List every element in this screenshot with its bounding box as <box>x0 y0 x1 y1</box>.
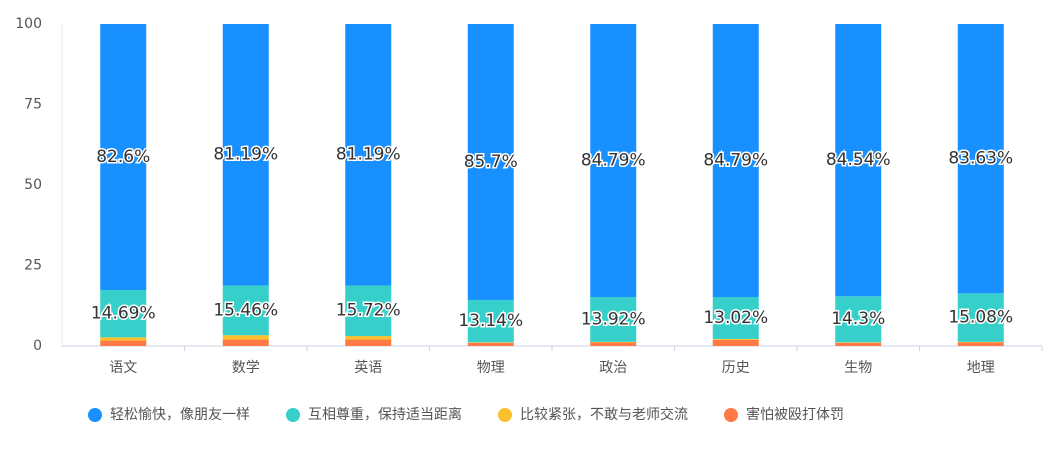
data-label: 14.3% <box>831 309 885 329</box>
legend-label[interactable]: 害怕被殴打体罚 <box>746 406 844 423</box>
x-tick-label: 地理 <box>967 360 995 376</box>
bar-segment <box>467 342 514 343</box>
data-label: 13.02% <box>703 308 768 328</box>
bar-segment <box>222 24 269 286</box>
legend-label[interactable]: 比较紧张，不敢与老师交流 <box>520 406 688 423</box>
legend-marker[interactable] <box>498 408 512 422</box>
legend-marker[interactable] <box>286 408 300 422</box>
bar-segment <box>222 285 269 336</box>
data-label: 13.92% <box>581 309 646 329</box>
x-tick-label: 生物 <box>844 360 872 376</box>
data-label: 81.19% <box>213 145 278 165</box>
x-tick-label: 语文 <box>109 360 137 376</box>
bar-segment <box>467 342 514 346</box>
legend-label[interactable]: 互相尊重，保持适当距离 <box>308 406 462 423</box>
bar-segment <box>100 290 147 338</box>
data-label: 85.7% <box>464 152 518 172</box>
bar-segment <box>467 24 514 300</box>
data-label: 14.69% <box>91 304 156 324</box>
bar-segment <box>100 337 147 341</box>
y-tick-label: 75 <box>24 97 42 113</box>
bar-segment <box>345 336 392 340</box>
bar-segment <box>835 342 882 343</box>
x-tick-label: 英语 <box>354 359 382 376</box>
bar-segment <box>590 341 637 343</box>
bar-segment <box>100 24 147 291</box>
bar-segment <box>345 339 392 346</box>
bar-segment <box>957 293 1004 342</box>
data-label: 84.54% <box>826 150 891 170</box>
y-tick-label: 100 <box>15 16 42 32</box>
bar-segment <box>835 24 882 297</box>
data-label: 84.79% <box>703 151 768 171</box>
bar-segment <box>957 24 1004 294</box>
y-tick-label: 50 <box>24 177 42 193</box>
bar-segment <box>590 297 637 342</box>
bar-segment <box>712 338 759 340</box>
legend-marker[interactable] <box>88 408 102 422</box>
data-label: 81.19% <box>336 145 401 165</box>
bar-segment <box>100 340 147 346</box>
bar-segment <box>957 342 1004 346</box>
data-label: 15.46% <box>213 300 278 320</box>
bar-segment <box>345 24 392 286</box>
x-tick-label: 历史 <box>722 360 750 376</box>
bar-segment <box>712 297 759 339</box>
data-label: 82.6% <box>96 147 150 167</box>
bar-segment <box>835 296 882 343</box>
x-tick-label: 政治 <box>599 360 627 376</box>
bar-segment <box>712 339 759 346</box>
bar-segment <box>222 339 269 346</box>
bar-segment <box>957 341 1004 343</box>
data-label: 84.79% <box>581 151 646 171</box>
data-label: 13.14% <box>458 311 523 331</box>
y-tick-label: 0 <box>33 338 42 354</box>
bar-segment <box>590 342 637 346</box>
data-label: 15.08% <box>948 308 1013 328</box>
bar-segment <box>712 24 759 298</box>
bar-segment <box>590 24 637 298</box>
data-label: 15.72% <box>336 301 401 321</box>
bar-segment <box>345 285 392 337</box>
y-tick-label: 25 <box>24 258 42 274</box>
bar-segment <box>222 335 269 340</box>
x-tick-label: 物理 <box>477 360 505 376</box>
bar-segment <box>835 342 882 346</box>
x-tick-label: 数学 <box>232 360 260 376</box>
data-label: 83.63% <box>948 149 1013 169</box>
legend-label[interactable]: 轻松愉快，像朋友一样 <box>110 407 250 423</box>
legend-marker[interactable] <box>724 408 738 422</box>
bar-segment <box>467 299 514 343</box>
